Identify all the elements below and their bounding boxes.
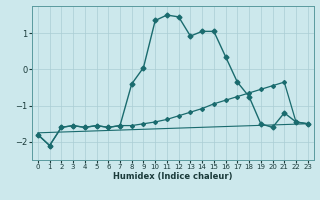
- X-axis label: Humidex (Indice chaleur): Humidex (Indice chaleur): [113, 172, 233, 181]
